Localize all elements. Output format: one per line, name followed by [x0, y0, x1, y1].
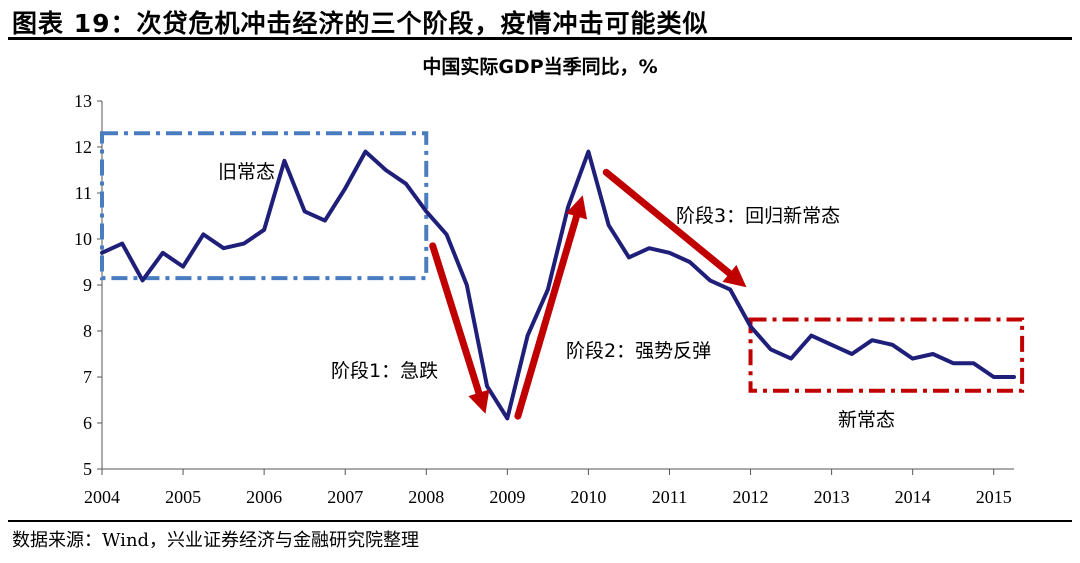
phase2-arrow-head: [565, 195, 588, 220]
phase3-arrow: [602, 168, 747, 288]
data-point: [465, 283, 469, 287]
regime-boxes: [100, 131, 1025, 393]
phase1-arrow-head: [468, 389, 490, 414]
y-tick-label: 6: [83, 413, 92, 433]
data-point: [971, 361, 975, 365]
data-point: [505, 416, 509, 420]
old-normal-box: [100, 131, 429, 281]
data-point: [607, 223, 611, 227]
data-point: [931, 352, 935, 356]
y-tick-label: 11: [75, 183, 92, 203]
data-point: [242, 242, 246, 246]
x-tick-label: 2013: [814, 487, 850, 507]
x-tick-label: 2004: [84, 487, 120, 507]
data-point: [384, 168, 388, 172]
y-tick-labels: 5 6 7 8 9 10 11 12 13: [74, 91, 102, 479]
data-point: [363, 150, 367, 154]
x-tick-labels: 2004 2005 2006 2007 2008 2009 2010 2011 2012 2013…: [84, 469, 1012, 507]
x-tick-label: 2012: [733, 487, 769, 507]
new-normal-box: [748, 317, 1025, 393]
y-tick-label: 8: [83, 321, 92, 341]
data-point: [120, 242, 124, 246]
data-point: [262, 228, 266, 232]
data-point: [586, 150, 590, 154]
x-tick-label: 2011: [652, 487, 687, 507]
data-point: [667, 251, 671, 255]
data-point: [100, 251, 104, 255]
y-tick-label: 9: [83, 275, 92, 295]
data-point: [181, 265, 185, 269]
new-normal-label: 新常态: [838, 409, 895, 431]
data-point: [161, 251, 165, 255]
old-normal-label: 旧常态: [218, 161, 275, 183]
data-point: [647, 246, 651, 250]
data-point: [951, 361, 955, 365]
data-point: [992, 375, 996, 379]
data-point: [141, 278, 145, 282]
data-point: [870, 338, 874, 342]
data-point: [323, 219, 327, 223]
series-layer: [100, 149, 1016, 421]
data-point: [728, 288, 732, 292]
data-point: [830, 343, 834, 347]
y-tick-label: 5: [83, 459, 92, 479]
phase3-arrow-shaft: [602, 168, 733, 277]
x-tick-label: 2014: [895, 487, 931, 507]
x-tick-label: 2005: [165, 487, 201, 507]
x-tick-label: 2010: [570, 487, 606, 507]
y-tick-label: 10: [74, 229, 92, 249]
y-tick-label: 7: [83, 367, 92, 387]
x-tick-label: 2006: [246, 487, 282, 507]
footer-rule: [8, 520, 1072, 522]
phase2-label: 阶段2：强势反弹: [566, 340, 711, 362]
phase2-arrow: [514, 195, 588, 420]
data-point: [485, 384, 489, 388]
data-point: [1012, 375, 1016, 379]
title-rule: [8, 37, 1072, 40]
x-tick-label: 2008: [408, 487, 444, 507]
data-point: [769, 347, 773, 351]
source-note: 数据来源：Wind，兴业证券经济与金融研究院整理: [12, 530, 420, 551]
phase-arrows: [429, 168, 747, 420]
phase1-arrow: [429, 242, 490, 414]
data-point: [566, 205, 570, 209]
data-point: [749, 324, 753, 328]
data-point: [708, 278, 712, 282]
data-point: [546, 288, 550, 292]
phase1-arrow-shaft: [429, 242, 483, 397]
data-point: [343, 186, 347, 190]
x-tick-label: 2009: [489, 487, 525, 507]
phase3-label: 阶段3：回归新常态: [676, 205, 840, 227]
phase1-label: 阶段1：急跌: [331, 360, 438, 382]
gdp-line-chart: 中国实际GDP当季同比，% 5 6 7 8 9 10 11 12 13 2004 2005 2006…: [74, 55, 1025, 507]
data-point: [789, 357, 793, 361]
data-point: [526, 334, 530, 338]
data-point: [303, 209, 307, 213]
data-point: [850, 352, 854, 356]
annotations: 旧常态 阶段1：急跌 阶段2：强势反弹 阶段3：回归新常态 新常态: [218, 161, 895, 431]
data-point: [201, 232, 205, 236]
data-point: [688, 260, 692, 264]
x-tick-label: 2015: [976, 487, 1012, 507]
data-point: [404, 182, 408, 186]
data-point: [282, 159, 286, 163]
figure-title: 图表 19：次贷危机冲击经济的三个阶段，疫情冲击可能类似: [12, 9, 709, 38]
phase2-arrow-shaft: [514, 212, 581, 420]
data-point: [424, 209, 428, 213]
data-point: [627, 255, 631, 259]
data-point: [809, 334, 813, 338]
data-point: [445, 232, 449, 236]
x-tick-label: 2007: [327, 487, 363, 507]
y-tick-label: 12: [74, 137, 92, 157]
y-tick-label: 13: [74, 91, 92, 111]
phase3-arrow-head: [722, 264, 747, 288]
series-line: [100, 149, 1016, 421]
data-point: [911, 357, 915, 361]
chart-title: 中国实际GDP当季同比，%: [422, 55, 657, 78]
data-point: [222, 246, 226, 250]
data-point: [890, 343, 894, 347]
